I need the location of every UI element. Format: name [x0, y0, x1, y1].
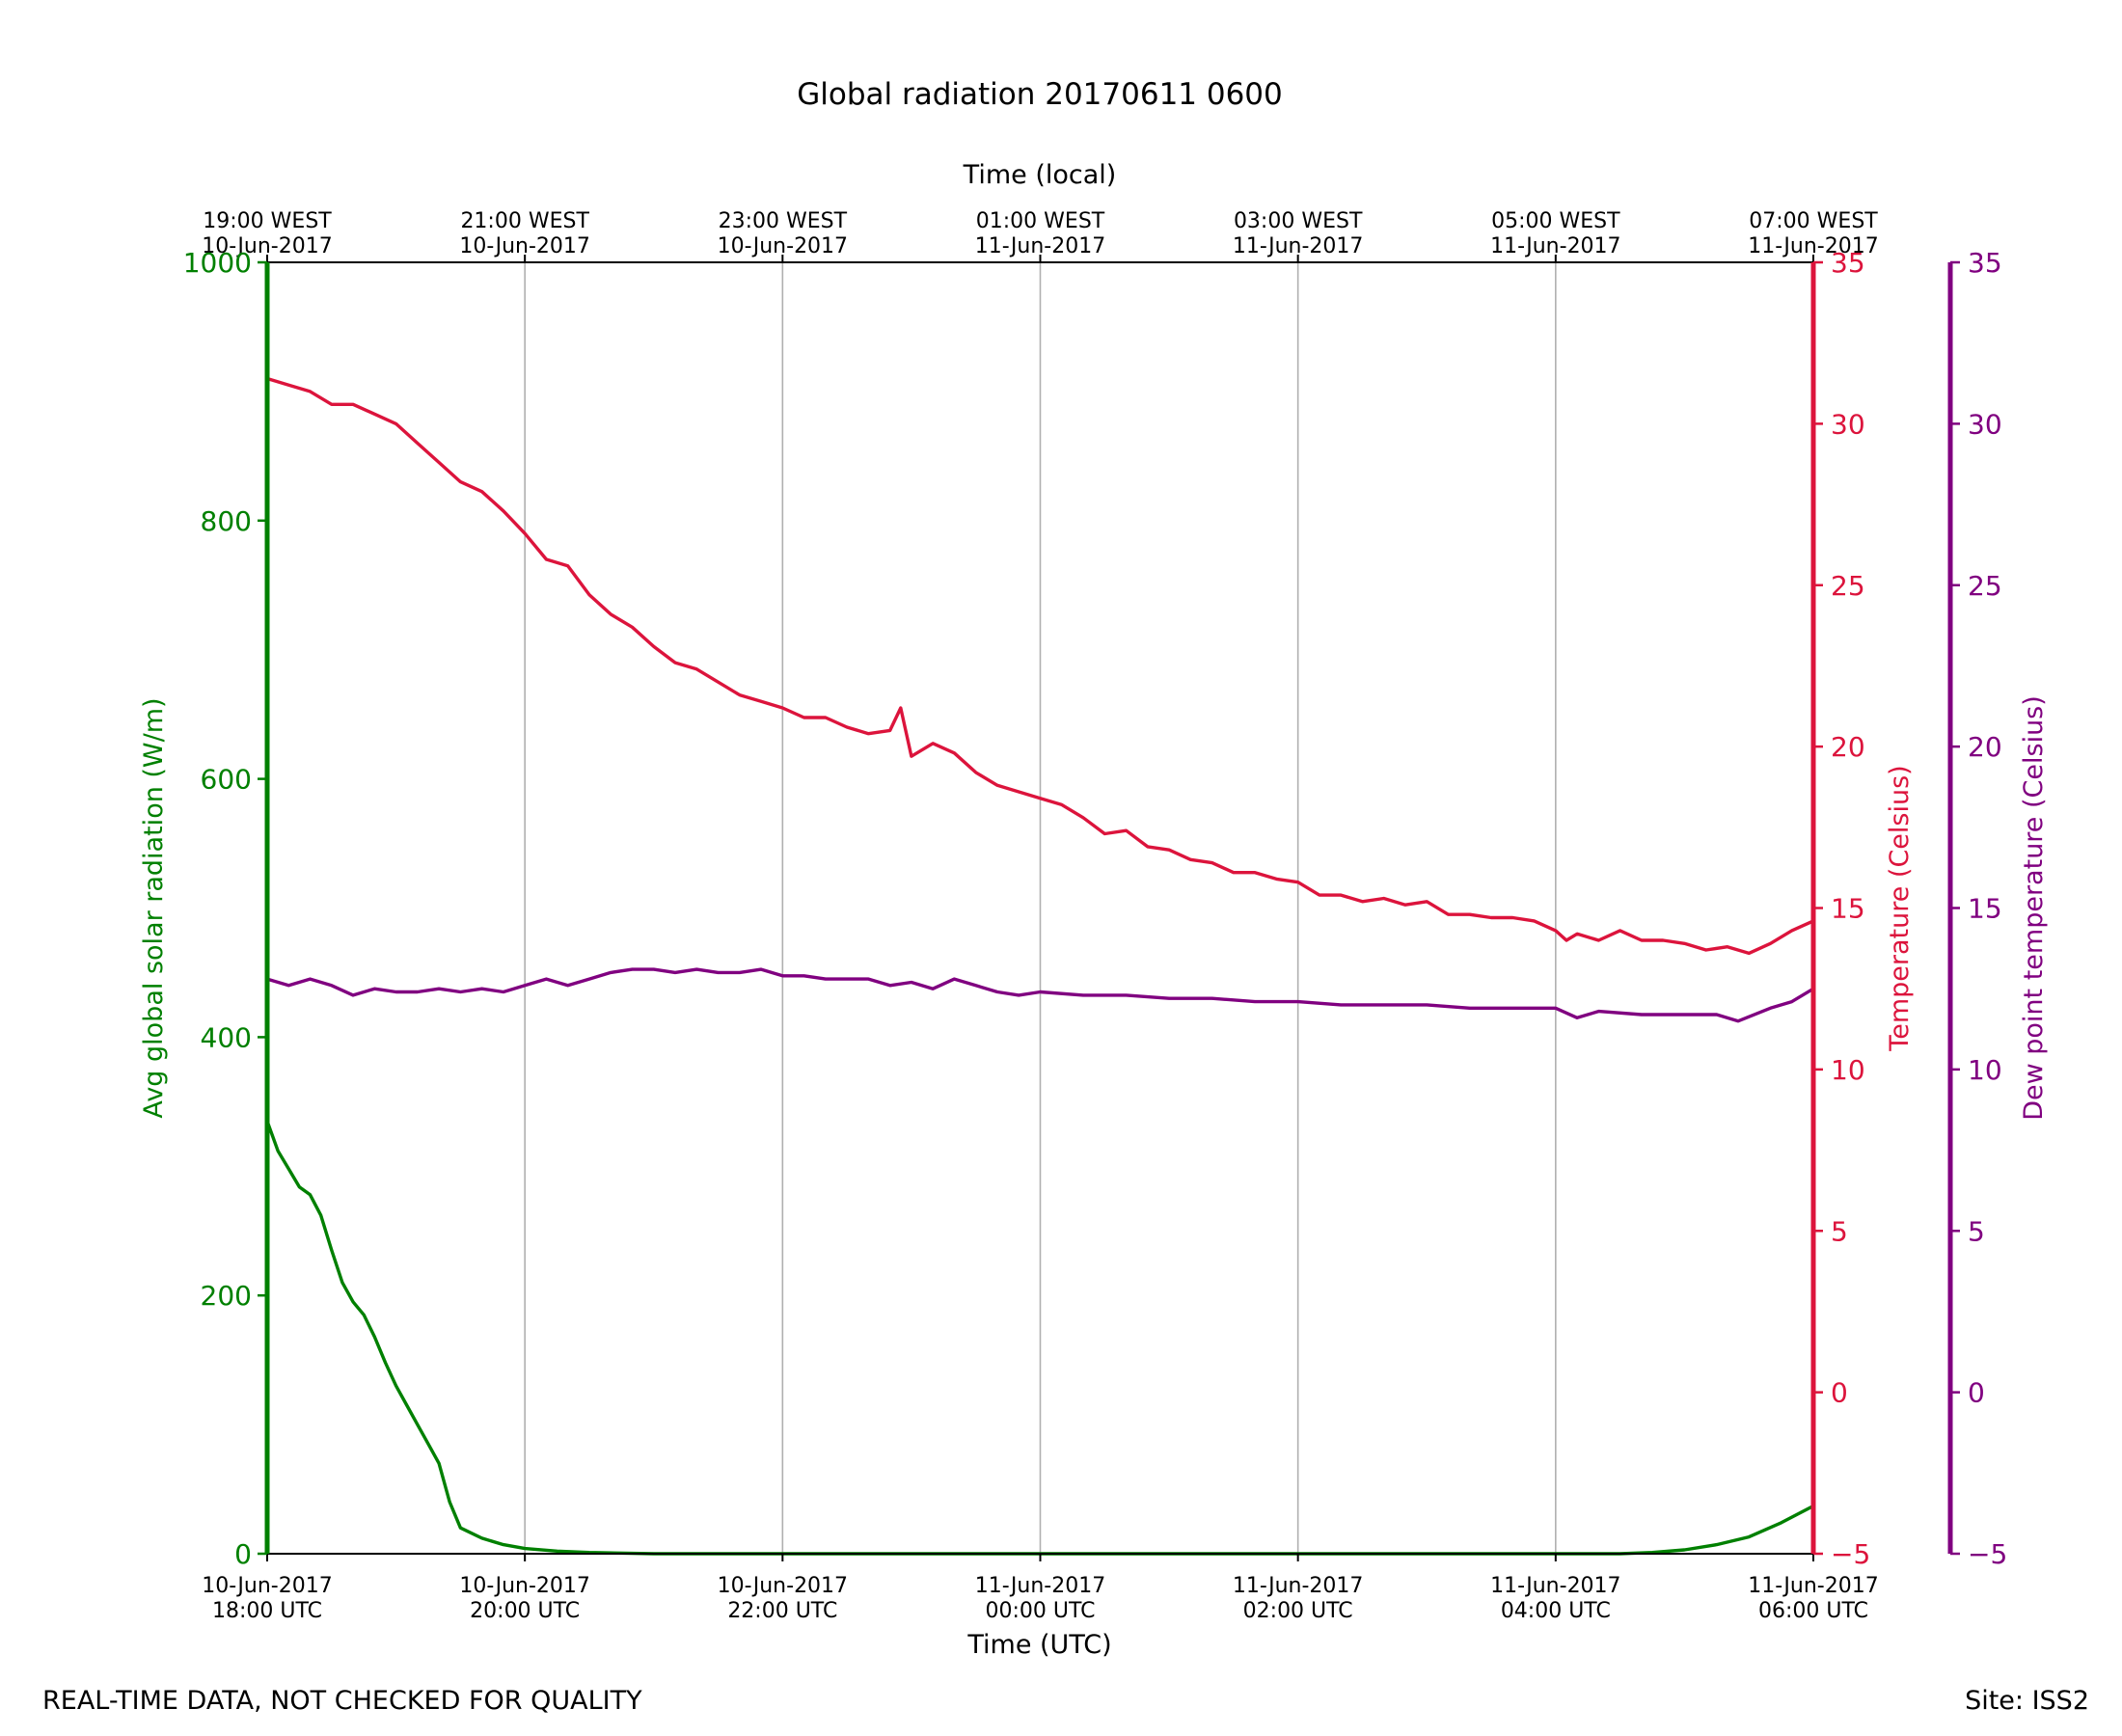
x-tick-label-top-date-1: 10-Jun-2017: [459, 234, 589, 258]
temperature-tick-label-0: −5: [1831, 1538, 1870, 1570]
x-tick-label-top-date-0: 10-Jun-2017: [202, 234, 332, 258]
dewpoint-tick-label-2: 5: [1968, 1215, 1985, 1247]
radiation-tick-label-1: 200: [201, 1280, 252, 1312]
x-tick-label-top-time-5: 05:00 WEST: [1491, 209, 1620, 233]
x-tick-label-top-date-4: 11-Jun-2017: [1233, 234, 1363, 258]
x-tick-label-bottom-date-6: 11-Jun-2017: [1748, 1574, 1878, 1598]
x-tick-label-top-time-4: 03:00 WEST: [1234, 209, 1363, 233]
temperature-tick-label-5: 20: [1831, 731, 1865, 763]
radiation-axis-label: Avg global solar radiation (W/m): [139, 697, 169, 1118]
dewpoint-tick-label-4: 15: [1968, 893, 2002, 925]
dewpoint-tick-label-5: 20: [1968, 731, 2002, 763]
dewpoint-series-line: [265, 967, 1815, 1023]
dewpoint-tick-label-3: 10: [1968, 1054, 2002, 1086]
x-tick-label-bottom-date-5: 11-Jun-2017: [1490, 1574, 1620, 1598]
x-tick-label-top-date-5: 11-Jun-2017: [1490, 234, 1620, 258]
dewpoint-tick-label-7: 30: [1968, 408, 2002, 440]
radiation-tick-label-3: 600: [201, 764, 252, 796]
dewpoint-tick-label-8: 35: [1968, 247, 2002, 279]
x-tick-label-top-date-3: 11-Jun-2017: [975, 234, 1105, 258]
x-axis-label-bottom: Time (UTC): [966, 1630, 1111, 1660]
x-tick-label-bottom-time-6: 06:00 UTC: [1758, 1599, 1868, 1623]
x-tick-label-bottom-time-0: 18:00 UTC: [212, 1599, 322, 1623]
x-tick-label-top-time-3: 01:00 WEST: [976, 209, 1105, 233]
dewpoint-axis-label: Dew point temperature (Celsius): [2019, 695, 2049, 1121]
x-tick-label-bottom-time-4: 02:00 UTC: [1243, 1599, 1353, 1623]
data-quality-disclaimer: REAL-TIME DATA, NOT CHECKED FOR QUALITY: [42, 1686, 642, 1716]
x-tick-label-bottom-date-4: 11-Jun-2017: [1233, 1574, 1363, 1598]
x-tick-label-bottom-time-5: 04:00 UTC: [1501, 1599, 1611, 1623]
temperature-tick-label-1: 0: [1831, 1377, 1848, 1409]
grid-lines: [524, 262, 1557, 1554]
chart-title: Global radiation 20170611 0600: [797, 77, 1283, 112]
x-tick-label-bottom-date-3: 11-Jun-2017: [975, 1574, 1105, 1598]
temperature-tick-label-6: 25: [1831, 570, 1865, 602]
temperature-tick-label-7: 30: [1831, 408, 1865, 440]
x-tick-label-bottom-date-0: 10-Jun-2017: [202, 1574, 332, 1598]
x-tick-label-bottom-time-2: 22:00 UTC: [727, 1599, 837, 1623]
x-tick-label-bottom-time-1: 20:00 UTC: [470, 1599, 580, 1623]
x-tick-label-bottom-time-3: 00:00 UTC: [985, 1599, 1095, 1623]
temperature-tick-label-4: 15: [1831, 893, 1865, 925]
temperature-axis-label: Temperature (Celsius): [1885, 765, 1915, 1051]
dewpoint-tick-label-0: −5: [1968, 1538, 2007, 1570]
x-tick-label-top-time-0: 19:00 WEST: [203, 209, 332, 233]
x-tick-label-top-time-6: 07:00 WEST: [1749, 209, 1878, 233]
x-tick-label-top-date-2: 10-Jun-2017: [718, 234, 848, 258]
x-tick-label-top-time-2: 23:00 WEST: [719, 209, 848, 233]
temperature-tick-label-2: 5: [1831, 1215, 1848, 1247]
dewpoint-tick-label-6: 25: [1968, 570, 2002, 602]
x-tick-label-bottom-date-2: 10-Jun-2017: [718, 1574, 848, 1598]
radiation-tick-label-5: 1000: [183, 247, 252, 279]
site-label: Site: ISS2: [1965, 1686, 2089, 1716]
x-tick-label-bottom-date-1: 10-Jun-2017: [459, 1574, 589, 1598]
temperature-tick-label-3: 10: [1831, 1054, 1865, 1086]
radiation-tick-label-4: 800: [201, 505, 252, 537]
x-axis-label-top: Time (local): [963, 160, 1117, 190]
temperature-series-line: [265, 376, 1815, 956]
radiation-tick-label-0: 0: [234, 1538, 252, 1570]
x-tick-label-top-date-6: 11-Jun-2017: [1748, 234, 1878, 258]
radiation-tick-label-2: 400: [201, 1021, 252, 1053]
x-tick-label-top-time-1: 21:00 WEST: [460, 209, 589, 233]
dewpoint-tick-label-1: 0: [1968, 1377, 1985, 1409]
temperature-tick-label-8: 35: [1831, 247, 1865, 279]
